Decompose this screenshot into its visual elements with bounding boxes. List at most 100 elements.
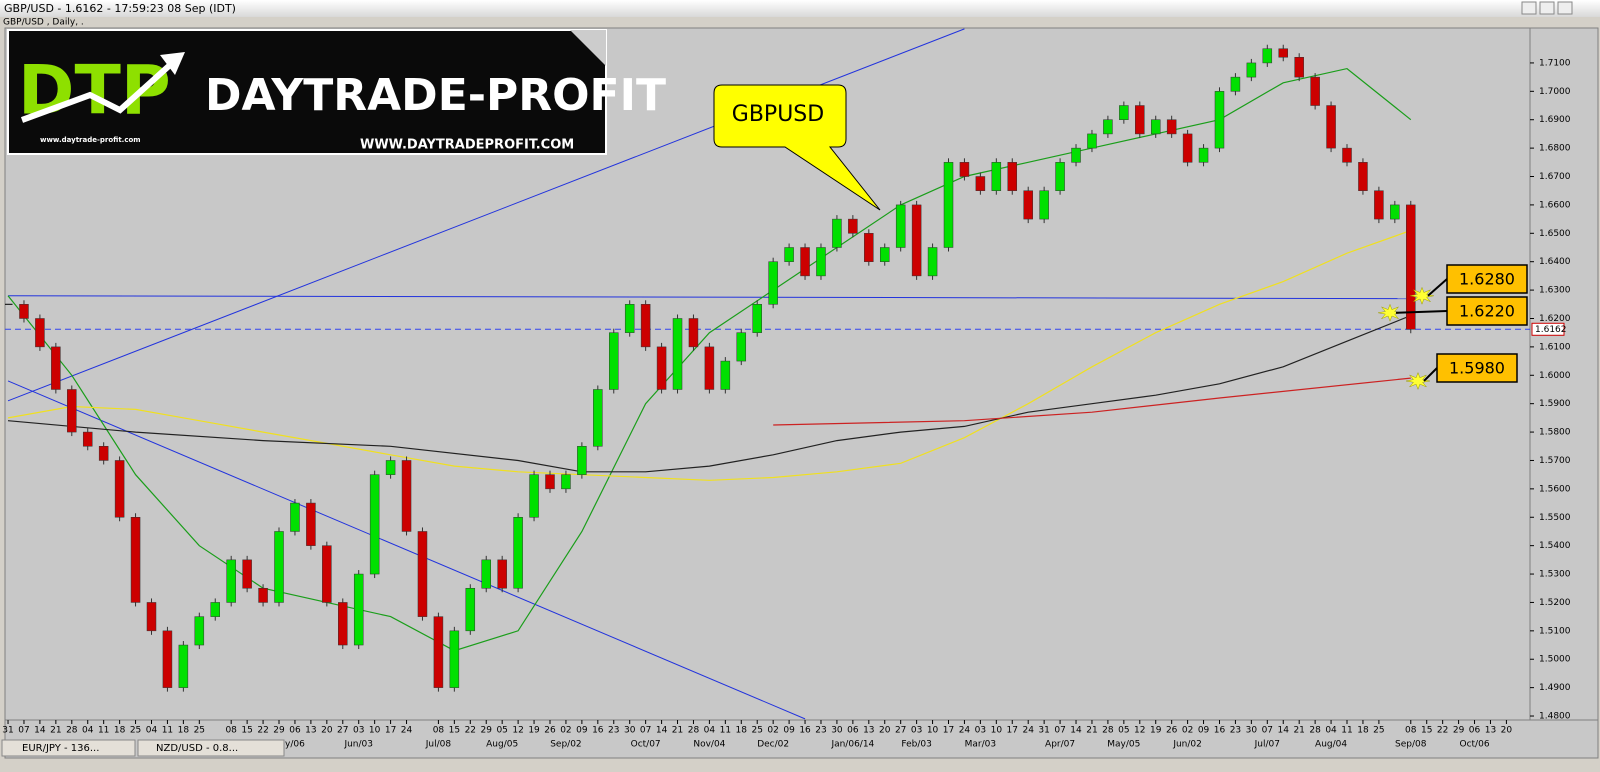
y-tick-label: 1.6500 [1539, 229, 1571, 239]
x-tick-label: 30 [831, 726, 843, 736]
x-tick-label: 02 [1182, 726, 1193, 736]
candle [1278, 48, 1288, 58]
candle [433, 616, 444, 688]
x-tick-label: 19 [528, 726, 540, 736]
x-tick-label: 07 [640, 726, 651, 736]
month-label: Jan/06/14 [830, 740, 874, 750]
candle [114, 460, 125, 518]
x-tick-label: 20 [321, 726, 333, 736]
x-tick-label: 17 [1007, 726, 1018, 736]
candle [1390, 204, 1400, 220]
month-label: Apr/07 [1045, 740, 1075, 750]
x-tick-label: 02 [560, 726, 571, 736]
candle [1214, 91, 1225, 149]
candle [449, 630, 460, 688]
x-tick-label: 15 [241, 726, 252, 736]
candle [704, 346, 715, 390]
x-tick-label: 14 [34, 726, 46, 736]
x-tick-label: 13 [863, 726, 874, 736]
candle [848, 218, 858, 234]
candle [768, 261, 778, 305]
month-label: Aug/04 [1315, 740, 1347, 750]
candle [258, 587, 268, 603]
candle [640, 304, 651, 348]
x-tick-label: 24 [1022, 726, 1034, 736]
tab[interactable] [1, 739, 136, 757]
x-tick-label: 12 [512, 726, 523, 736]
candle [1230, 76, 1241, 92]
moving-average [7, 67, 1412, 652]
x-tick-label: 17 [385, 726, 396, 736]
x-tick-label: 23 [608, 726, 619, 736]
tab-label: NZD/USD - 0.8... [156, 743, 238, 754]
candle [146, 602, 157, 632]
candle [465, 587, 476, 632]
candle [1087, 133, 1097, 149]
tabs[interactable]: EUR/JPY - 136... NZD/USD - 0.8... [1, 739, 285, 757]
x-tick-label: 04 [704, 726, 716, 736]
candle [656, 346, 667, 390]
chart-subtitle: GBP/USD , Daily, . [3, 18, 84, 28]
y-tick-label: 1.6200 [1539, 314, 1571, 324]
x-tick-label: 16 [1214, 726, 1226, 736]
candle [67, 389, 77, 433]
x-tick-label: 04 [146, 726, 158, 736]
level-box [1446, 264, 1528, 294]
month-label: Feb/03 [901, 740, 931, 750]
x-tick-label: 24 [401, 726, 413, 736]
maximize-button[interactable] [1539, 1, 1555, 15]
logo-corner [570, 30, 606, 66]
candle [1135, 105, 1145, 135]
y-tick-label: 1.5500 [1539, 513, 1571, 523]
minimize-button[interactable] [1521, 1, 1537, 15]
month-label: Oct/06 [1460, 740, 1490, 750]
x-tick-label: 11 [1341, 726, 1352, 736]
window-buttons[interactable] [1521, 1, 1573, 15]
candle [1326, 105, 1336, 149]
candle [911, 204, 922, 277]
x-tick-label: 06 [1469, 726, 1481, 736]
candle [1039, 190, 1049, 220]
candle [672, 318, 683, 390]
y-tick-label: 1.6800 [1539, 144, 1571, 154]
x-tick-label: 08 [1405, 726, 1417, 736]
candle [609, 332, 619, 390]
y-tick-label: 1.6300 [1539, 286, 1571, 296]
candle [959, 162, 970, 177]
x-tick-label: 03 [975, 726, 986, 736]
candle [194, 616, 205, 646]
x-tick-label: 10 [369, 726, 381, 736]
x-tick-label: 25 [751, 726, 762, 736]
candle [1150, 119, 1161, 135]
x-tick-label: 13 [1485, 726, 1496, 736]
x-tick-label: 20 [879, 726, 891, 736]
x-tick-label: 25 [1373, 726, 1384, 736]
y-tick-label: 1.7100 [1539, 58, 1571, 68]
candle [19, 304, 29, 319]
month-label: Jul/08 [425, 740, 452, 750]
logo-small-url: www.daytrade-profit.com [40, 136, 141, 144]
x-tick-label: 31 [2, 726, 13, 736]
x-tick-label: 22 [1437, 726, 1448, 736]
candle [1310, 76, 1320, 106]
x-tick-label: 14 [1070, 726, 1082, 736]
y-tick-label: 1.5200 [1539, 598, 1571, 608]
callout: GBPUSD [713, 84, 881, 211]
candle [1166, 119, 1177, 135]
title-bar [0, 0, 1600, 17]
x-tick-label: 04 [82, 726, 94, 736]
candle [593, 389, 603, 447]
close-button[interactable] [1557, 1, 1573, 15]
y-tick-label: 1.6000 [1539, 371, 1571, 381]
y-tick-label: 1.4800 [1539, 712, 1571, 722]
price-axis [1529, 27, 1599, 721]
y-tick-label: 1.6900 [1539, 115, 1571, 125]
x-tick-label: 27 [337, 726, 348, 736]
candle [274, 531, 284, 603]
month-label: Jun/03 [343, 740, 373, 750]
level-box [1436, 353, 1518, 383]
candle [369, 474, 380, 575]
tab[interactable] [137, 739, 285, 757]
callout-bubble [713, 84, 881, 211]
